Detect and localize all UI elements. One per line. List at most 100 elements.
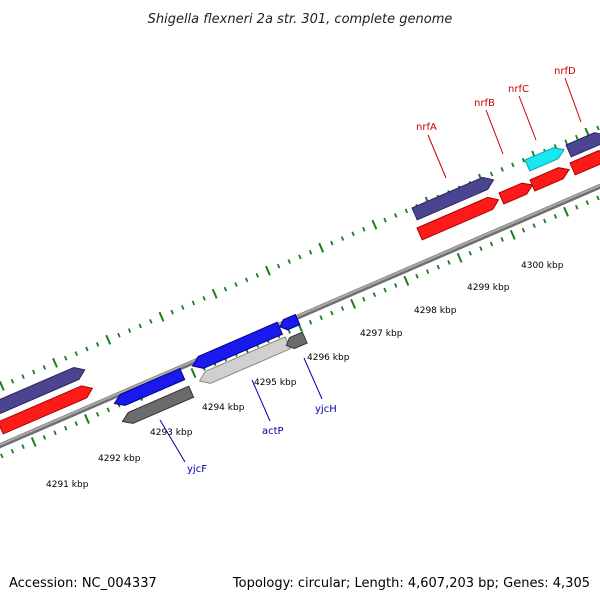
minor-tick bbox=[404, 208, 409, 214]
minor-tick bbox=[425, 269, 430, 275]
major-tick bbox=[563, 206, 569, 217]
minor-tick bbox=[32, 369, 36, 375]
major-tick bbox=[84, 414, 90, 424]
minor-tick bbox=[287, 329, 291, 334]
major-tick bbox=[350, 298, 357, 309]
minor-tick bbox=[351, 231, 355, 237]
gene-label-yjcH[interactable]: yjcH bbox=[315, 404, 337, 415]
minor-tick bbox=[585, 200, 590, 205]
tick-label-4298: 4298 kbp bbox=[414, 306, 457, 316]
minor-tick bbox=[330, 240, 334, 246]
minor-tick bbox=[521, 157, 526, 163]
minor-tick bbox=[447, 260, 451, 265]
major-tick bbox=[403, 275, 410, 286]
minor-tick bbox=[191, 300, 196, 306]
minor-tick bbox=[42, 365, 47, 370]
minor-tick bbox=[372, 292, 377, 298]
label-leaders bbox=[159, 77, 582, 463]
minor-tick bbox=[74, 351, 79, 356]
minor-tick bbox=[394, 213, 398, 218]
minor-tick bbox=[149, 318, 153, 324]
minor-tick bbox=[553, 214, 558, 219]
minor-tick bbox=[10, 448, 15, 454]
gene-nrfC bbox=[529, 167, 570, 192]
accession-text: Accession: NC_004337 bbox=[9, 576, 157, 591]
gene-label-nrfA[interactable]: nrfA bbox=[416, 122, 437, 133]
minor-tick bbox=[117, 332, 121, 338]
leader-nrfD bbox=[564, 77, 582, 123]
minor-tick bbox=[10, 378, 15, 384]
minor-tick bbox=[394, 283, 398, 288]
major-tick bbox=[509, 229, 516, 240]
minor-tick bbox=[202, 295, 206, 301]
minor-tick bbox=[511, 162, 515, 168]
minor-tick bbox=[308, 249, 313, 255]
minor-tick bbox=[500, 237, 504, 242]
minor-tick bbox=[181, 305, 185, 310]
minor-tick bbox=[21, 374, 25, 379]
minor-tick bbox=[564, 139, 568, 145]
major-tick bbox=[105, 334, 112, 345]
minor-tick bbox=[138, 323, 142, 329]
gene-yjcH bbox=[285, 331, 308, 350]
gene-cyan bbox=[524, 147, 565, 172]
gene-nrfB bbox=[498, 182, 534, 205]
tick-label-4293: 4293 kbp bbox=[150, 428, 193, 438]
gene-features bbox=[0, 132, 600, 435]
leader-nrfB bbox=[485, 109, 504, 155]
minor-tick bbox=[479, 246, 483, 252]
gene-blue-tiny bbox=[279, 313, 301, 331]
major-tick bbox=[158, 311, 165, 322]
minor-tick bbox=[21, 444, 25, 449]
major-tick bbox=[30, 437, 37, 448]
minor-tick bbox=[74, 421, 79, 426]
minor-tick bbox=[383, 287, 387, 293]
gene-blue-small bbox=[113, 367, 186, 406]
minor-tick bbox=[319, 315, 323, 321]
minor-tick bbox=[244, 277, 249, 283]
gene-label-nrfC[interactable]: nrfC bbox=[508, 84, 529, 95]
gene-label-yjcF[interactable]: yjcF bbox=[187, 464, 207, 475]
tick-label-4292: 4292 kbp bbox=[98, 454, 141, 464]
tick-label-group: 4291 kbp 4292 kbp 4293 kbp 4294 kbp 4295… bbox=[46, 261, 564, 490]
gene-label-actP[interactable]: actP bbox=[262, 426, 284, 437]
leader-nrfA bbox=[427, 134, 447, 179]
major-tick bbox=[0, 380, 5, 391]
gene-actP bbox=[198, 336, 291, 384]
gene-blue-long bbox=[191, 321, 284, 369]
minor-tick bbox=[468, 250, 472, 256]
minor-tick bbox=[234, 282, 238, 287]
gene-label-nrfD[interactable]: nrfD bbox=[554, 66, 576, 77]
gene-labels: nrfA nrfB nrfC nrfD yjcF actP yjcH bbox=[187, 66, 576, 475]
minor-tick bbox=[340, 306, 345, 311]
major-tick bbox=[265, 265, 271, 276]
leader-yjcH bbox=[303, 357, 323, 400]
major-tick bbox=[211, 288, 218, 299]
major-tick bbox=[190, 367, 197, 378]
minor-tick bbox=[106, 407, 110, 413]
minor-tick bbox=[383, 217, 387, 223]
minor-tick bbox=[543, 218, 547, 224]
minor-tick bbox=[532, 223, 536, 229]
tick-label-4297: 4297 kbp bbox=[360, 329, 403, 339]
minor-tick bbox=[489, 171, 494, 177]
minor-tick bbox=[63, 425, 68, 431]
minor-tick bbox=[436, 264, 441, 270]
minor-tick bbox=[575, 134, 579, 140]
tick-label-4294: 4294 kbp bbox=[202, 403, 245, 413]
minor-tick bbox=[63, 355, 68, 361]
minor-tick bbox=[596, 195, 600, 201]
gene-label-nrfB[interactable]: nrfB bbox=[474, 98, 495, 109]
backbone-line bbox=[0, 183, 600, 449]
major-tick bbox=[52, 357, 58, 368]
minor-tick bbox=[95, 342, 100, 347]
minor-tick bbox=[298, 254, 302, 260]
leader-nrfC bbox=[518, 95, 537, 141]
minor-tick bbox=[255, 272, 260, 278]
minor-tick bbox=[340, 236, 345, 241]
minor-tick bbox=[362, 296, 366, 302]
minor-tick bbox=[42, 435, 47, 440]
minor-tick bbox=[170, 309, 174, 315]
genome-summary-text: Topology: circular; Length: 4,607,203 bp… bbox=[232, 576, 590, 591]
minor-tick bbox=[308, 319, 313, 325]
